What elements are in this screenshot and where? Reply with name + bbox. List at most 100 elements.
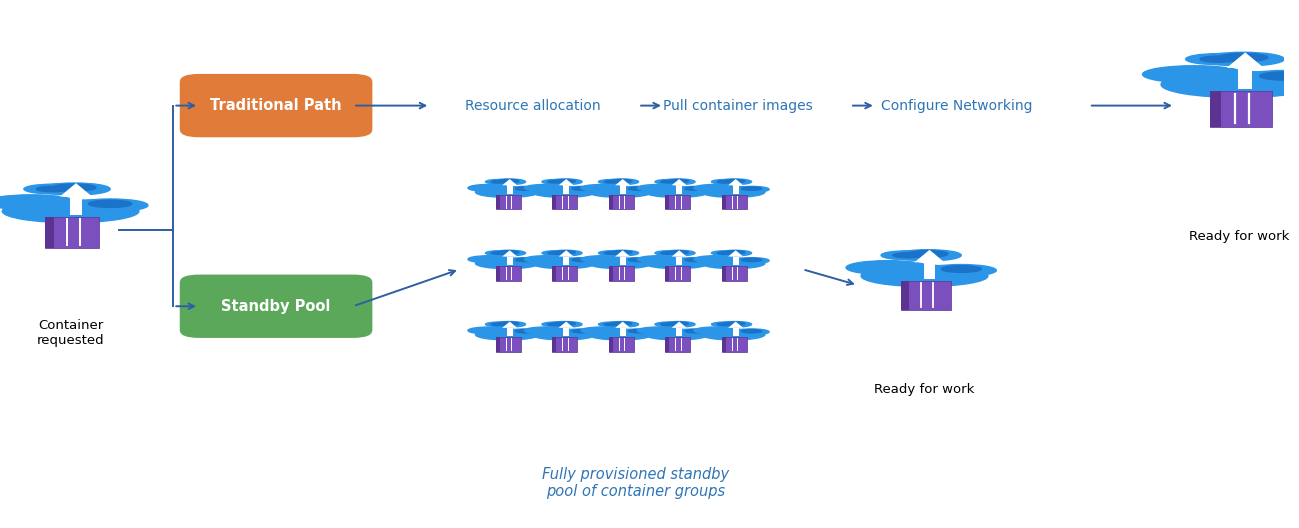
Ellipse shape: [678, 186, 713, 192]
Ellipse shape: [725, 322, 744, 325]
FancyBboxPatch shape: [70, 196, 82, 215]
Ellipse shape: [468, 256, 509, 263]
Ellipse shape: [717, 252, 733, 254]
Ellipse shape: [499, 251, 518, 254]
Ellipse shape: [604, 181, 620, 183]
FancyBboxPatch shape: [1211, 91, 1272, 127]
FancyBboxPatch shape: [620, 185, 626, 194]
Ellipse shape: [525, 184, 566, 192]
Ellipse shape: [1186, 54, 1251, 64]
Polygon shape: [616, 250, 630, 257]
Text: Standby Pool: Standby Pool: [221, 299, 331, 314]
FancyBboxPatch shape: [552, 337, 577, 352]
Ellipse shape: [486, 251, 512, 255]
Ellipse shape: [525, 327, 566, 334]
Polygon shape: [729, 322, 743, 328]
Text: Configure Networking: Configure Networking: [881, 99, 1033, 112]
FancyBboxPatch shape: [552, 337, 556, 352]
Ellipse shape: [588, 258, 652, 269]
Ellipse shape: [685, 329, 705, 333]
Polygon shape: [672, 250, 687, 257]
Ellipse shape: [694, 256, 735, 263]
Ellipse shape: [599, 180, 625, 184]
FancyBboxPatch shape: [665, 195, 669, 209]
Ellipse shape: [486, 180, 512, 184]
Ellipse shape: [646, 258, 708, 269]
Polygon shape: [672, 179, 687, 185]
Ellipse shape: [604, 252, 620, 254]
Ellipse shape: [542, 251, 569, 255]
Ellipse shape: [655, 322, 682, 326]
Polygon shape: [914, 250, 944, 262]
Ellipse shape: [516, 329, 535, 333]
FancyBboxPatch shape: [45, 217, 100, 248]
Ellipse shape: [725, 251, 744, 254]
Ellipse shape: [548, 322, 582, 327]
FancyBboxPatch shape: [495, 266, 521, 280]
Ellipse shape: [605, 179, 639, 185]
Polygon shape: [616, 179, 630, 185]
Ellipse shape: [499, 322, 518, 325]
Ellipse shape: [861, 265, 989, 287]
FancyBboxPatch shape: [733, 328, 739, 336]
FancyBboxPatch shape: [721, 195, 747, 209]
Ellipse shape: [548, 179, 582, 185]
Ellipse shape: [475, 258, 539, 269]
FancyBboxPatch shape: [552, 195, 577, 209]
Ellipse shape: [516, 258, 535, 261]
Ellipse shape: [486, 322, 512, 326]
Ellipse shape: [0, 195, 77, 210]
Ellipse shape: [646, 329, 708, 340]
Ellipse shape: [629, 258, 648, 261]
Ellipse shape: [661, 322, 695, 327]
Ellipse shape: [491, 252, 507, 254]
Polygon shape: [672, 322, 687, 328]
Ellipse shape: [556, 180, 575, 183]
Ellipse shape: [581, 184, 622, 192]
FancyBboxPatch shape: [902, 281, 951, 310]
FancyBboxPatch shape: [495, 337, 500, 352]
FancyBboxPatch shape: [179, 74, 373, 137]
Ellipse shape: [621, 186, 656, 192]
Ellipse shape: [542, 322, 569, 326]
FancyBboxPatch shape: [677, 257, 682, 265]
Ellipse shape: [533, 258, 595, 269]
FancyBboxPatch shape: [608, 337, 613, 352]
Ellipse shape: [508, 329, 543, 335]
Polygon shape: [729, 179, 743, 185]
FancyBboxPatch shape: [665, 266, 690, 280]
Polygon shape: [503, 179, 517, 185]
Ellipse shape: [678, 329, 713, 335]
Polygon shape: [503, 322, 517, 328]
FancyBboxPatch shape: [677, 328, 682, 336]
Ellipse shape: [565, 329, 600, 335]
Ellipse shape: [629, 329, 648, 333]
Ellipse shape: [525, 256, 566, 263]
Ellipse shape: [661, 252, 675, 254]
FancyBboxPatch shape: [564, 328, 569, 336]
FancyBboxPatch shape: [924, 262, 935, 279]
Text: Ready for work: Ready for work: [874, 383, 974, 396]
Ellipse shape: [1143, 66, 1246, 83]
Ellipse shape: [53, 184, 96, 191]
Ellipse shape: [1218, 53, 1268, 62]
Ellipse shape: [565, 258, 600, 263]
FancyBboxPatch shape: [495, 337, 521, 352]
Ellipse shape: [605, 250, 639, 256]
Ellipse shape: [742, 258, 761, 261]
Ellipse shape: [638, 327, 679, 334]
FancyBboxPatch shape: [608, 266, 613, 280]
Ellipse shape: [475, 329, 539, 340]
FancyBboxPatch shape: [620, 328, 626, 336]
FancyBboxPatch shape: [665, 266, 669, 280]
FancyBboxPatch shape: [608, 195, 634, 209]
Ellipse shape: [612, 180, 631, 183]
Text: Resource allocation: Resource allocation: [465, 99, 600, 112]
Ellipse shape: [468, 327, 509, 334]
Ellipse shape: [475, 187, 539, 197]
Polygon shape: [559, 322, 574, 328]
FancyBboxPatch shape: [1238, 68, 1252, 89]
Ellipse shape: [605, 322, 639, 327]
Ellipse shape: [734, 329, 769, 335]
Ellipse shape: [548, 250, 582, 256]
